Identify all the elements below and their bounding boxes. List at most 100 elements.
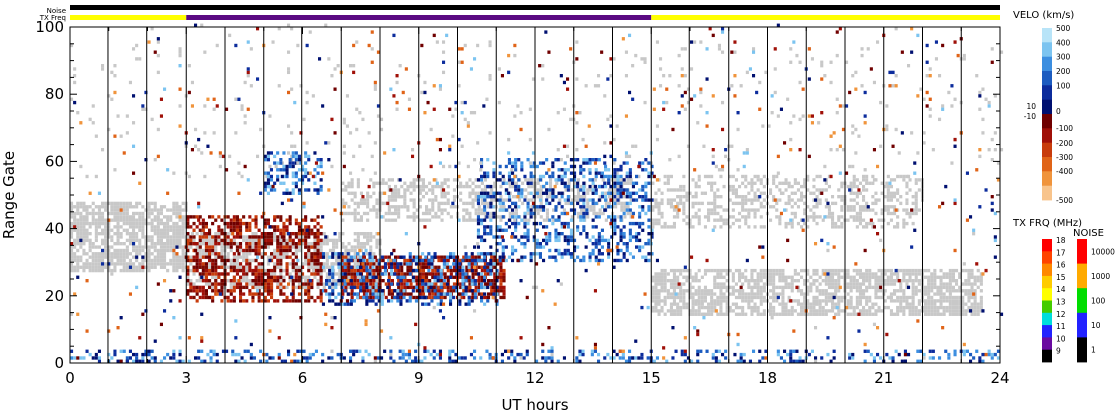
echo-cell: [396, 275, 400, 279]
echo-cell: [197, 148, 201, 152]
echo-cell: [502, 198, 506, 202]
echo-cell: [747, 215, 751, 219]
echo-cell: [374, 282, 378, 286]
echo-cell: [871, 275, 875, 279]
echo-cell: [669, 174, 673, 179]
echo-cell: [153, 215, 157, 219]
echo-cell: [294, 268, 298, 273]
echo-cell: [725, 218, 729, 222]
echo-cell: [341, 232, 345, 236]
echo-cell: [862, 218, 866, 222]
echo-cell: [273, 265, 277, 269]
echo-cell: [654, 309, 658, 313]
echo-cell: [214, 272, 218, 276]
echo-cell: [868, 268, 872, 273]
echo-cell: [468, 289, 472, 293]
echo-cell: [276, 258, 280, 263]
echo-cell: [144, 221, 148, 226]
echo-cell: [796, 312, 800, 316]
echo-cell: [359, 255, 363, 259]
echo-cell: [104, 225, 108, 229]
echo-cell: [951, 305, 955, 310]
echo-cell: [493, 255, 497, 259]
echo-cell: [942, 282, 946, 286]
echo-cell: [778, 188, 782, 192]
echo-cell: [835, 97, 839, 101]
echo-cell: [239, 218, 243, 222]
echo-cell: [279, 215, 283, 219]
echo-cell: [865, 272, 869, 276]
echo-cell: [208, 252, 212, 256]
echo-cell: [827, 295, 831, 300]
echo-cell: [285, 272, 289, 276]
echo-cell: [321, 302, 325, 306]
echo-cell: [483, 184, 487, 189]
echo-cell: [288, 235, 292, 239]
echo-cell: [663, 279, 667, 283]
echo-cell: [169, 215, 173, 219]
echo-cell: [362, 285, 366, 290]
echo-cell: [229, 218, 233, 222]
echo-cell: [800, 195, 804, 199]
echo-cell: [536, 188, 540, 192]
echo-cell: [747, 282, 751, 286]
echo-cell: [657, 205, 661, 209]
echo-cell: [307, 235, 311, 239]
echo-cell: [440, 258, 444, 263]
echo-cell: [390, 282, 394, 286]
echo-cell: [110, 97, 114, 101]
echo-cell: [948, 282, 952, 286]
echo-cell: [217, 289, 221, 293]
echo-cell: [94, 262, 98, 266]
echo-cell: [772, 309, 776, 313]
echo-cell: [356, 255, 360, 259]
echo-cell: [821, 272, 825, 276]
echo-cell: [858, 289, 862, 293]
echo-cell: [651, 292, 655, 296]
echo-cell: [471, 262, 475, 266]
echo-cell: [229, 262, 233, 266]
echo-cell: [578, 111, 582, 115]
echo-cell: [821, 279, 825, 283]
echo-cell: [722, 218, 726, 222]
echo-cell: [119, 225, 123, 229]
echo-cell: [772, 285, 776, 290]
echo-cell: [85, 208, 89, 212]
echo-cell: [257, 235, 261, 239]
echo-cell: [387, 265, 391, 269]
echo-cell: [676, 312, 680, 316]
echo-cell: [459, 258, 463, 263]
echo-cell: [313, 248, 317, 253]
echo-cell: [242, 235, 246, 239]
echo-cell: [356, 238, 360, 243]
echo-cell: [654, 205, 658, 209]
echo-cell: [175, 201, 179, 206]
echo-cell: [834, 312, 838, 316]
echo-cell: [490, 188, 494, 192]
echo-cell: [803, 221, 807, 226]
echo-cell: [341, 268, 345, 273]
echo-cell: [896, 299, 900, 303]
echo-cell: [660, 201, 664, 206]
echo-cell: [304, 238, 308, 243]
echo-cell: [908, 275, 912, 279]
echo-cell: [914, 178, 918, 182]
echo-cell: [397, 215, 401, 219]
echo-cell: [488, 74, 492, 78]
echo-cell: [862, 309, 866, 313]
echo-cell: [868, 299, 872, 303]
echo-cell: [700, 302, 704, 306]
echo-cell: [821, 305, 825, 310]
echo-cell: [220, 279, 224, 283]
echo-cell: [380, 127, 384, 132]
echo-cell: [282, 285, 286, 290]
echo-cell: [97, 215, 101, 219]
echo-cell: [728, 285, 732, 290]
echo-cell: [446, 285, 450, 290]
echo-cell: [858, 268, 862, 273]
echo-cell: [840, 275, 844, 279]
echo-cell: [153, 262, 157, 266]
echo-cell: [744, 198, 748, 202]
echo-cell: [477, 255, 481, 259]
echo-cell: [710, 181, 714, 185]
